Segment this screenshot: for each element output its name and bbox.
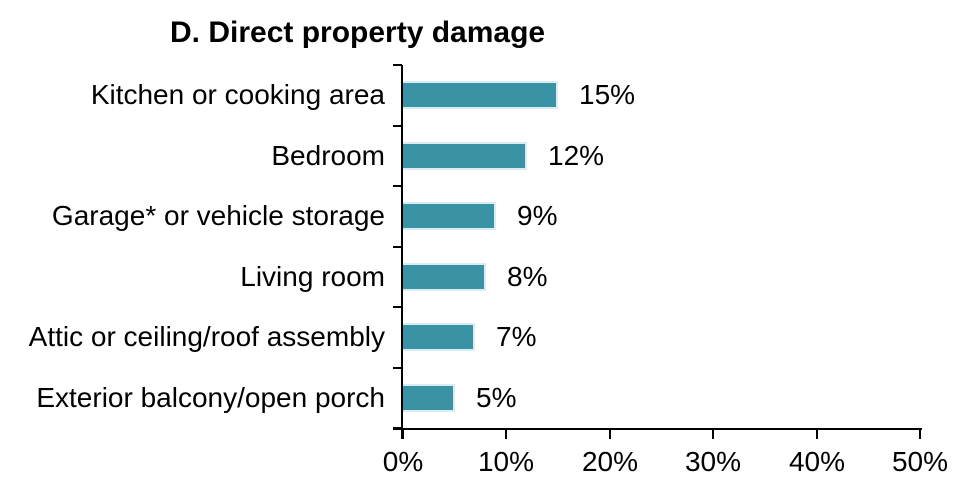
y-tick bbox=[393, 427, 402, 429]
x-tick-label: 40% bbox=[788, 446, 846, 477]
bar bbox=[403, 323, 475, 351]
x-tick bbox=[919, 428, 921, 439]
bar bbox=[403, 263, 486, 291]
category-label: Exterior balcony/open porch bbox=[36, 382, 385, 413]
y-tick bbox=[393, 64, 402, 66]
y-tick bbox=[393, 367, 402, 369]
x-tick-label: 50% bbox=[891, 446, 949, 477]
x-tick bbox=[402, 428, 404, 439]
value-label: 5% bbox=[476, 382, 517, 413]
x-tick bbox=[712, 428, 714, 439]
category-label: Attic or ceiling/roof assembly bbox=[28, 321, 385, 352]
category-label: Living room bbox=[240, 261, 385, 292]
x-tick-label: 30% bbox=[684, 446, 742, 477]
x-tick-label: 20% bbox=[581, 446, 639, 477]
value-label: 8% bbox=[507, 261, 548, 292]
bar bbox=[403, 202, 496, 230]
y-tick bbox=[393, 125, 402, 127]
y-tick bbox=[393, 185, 402, 187]
value-label: 9% bbox=[517, 200, 558, 231]
value-label: 15% bbox=[579, 79, 636, 110]
y-tick bbox=[393, 306, 402, 308]
bar bbox=[403, 384, 455, 412]
y-tick bbox=[393, 246, 402, 248]
bar bbox=[403, 142, 527, 170]
value-label: 7% bbox=[496, 321, 537, 352]
x-tick-label: 10% bbox=[477, 446, 535, 477]
category-label: Garage* or vehicle storage bbox=[51, 200, 385, 231]
bar bbox=[403, 81, 558, 109]
x-tick-label: 0% bbox=[382, 446, 424, 477]
y-axis-line bbox=[401, 65, 403, 439]
x-axis-line bbox=[393, 428, 922, 430]
x-tick bbox=[505, 428, 507, 439]
x-tick bbox=[609, 428, 611, 439]
value-label: 12% bbox=[548, 140, 605, 171]
x-tick bbox=[816, 428, 818, 439]
category-label: Kitchen or cooking area bbox=[90, 79, 385, 110]
category-label: Bedroom bbox=[271, 140, 385, 171]
chart-title: D. Direct property damage bbox=[170, 16, 546, 49]
